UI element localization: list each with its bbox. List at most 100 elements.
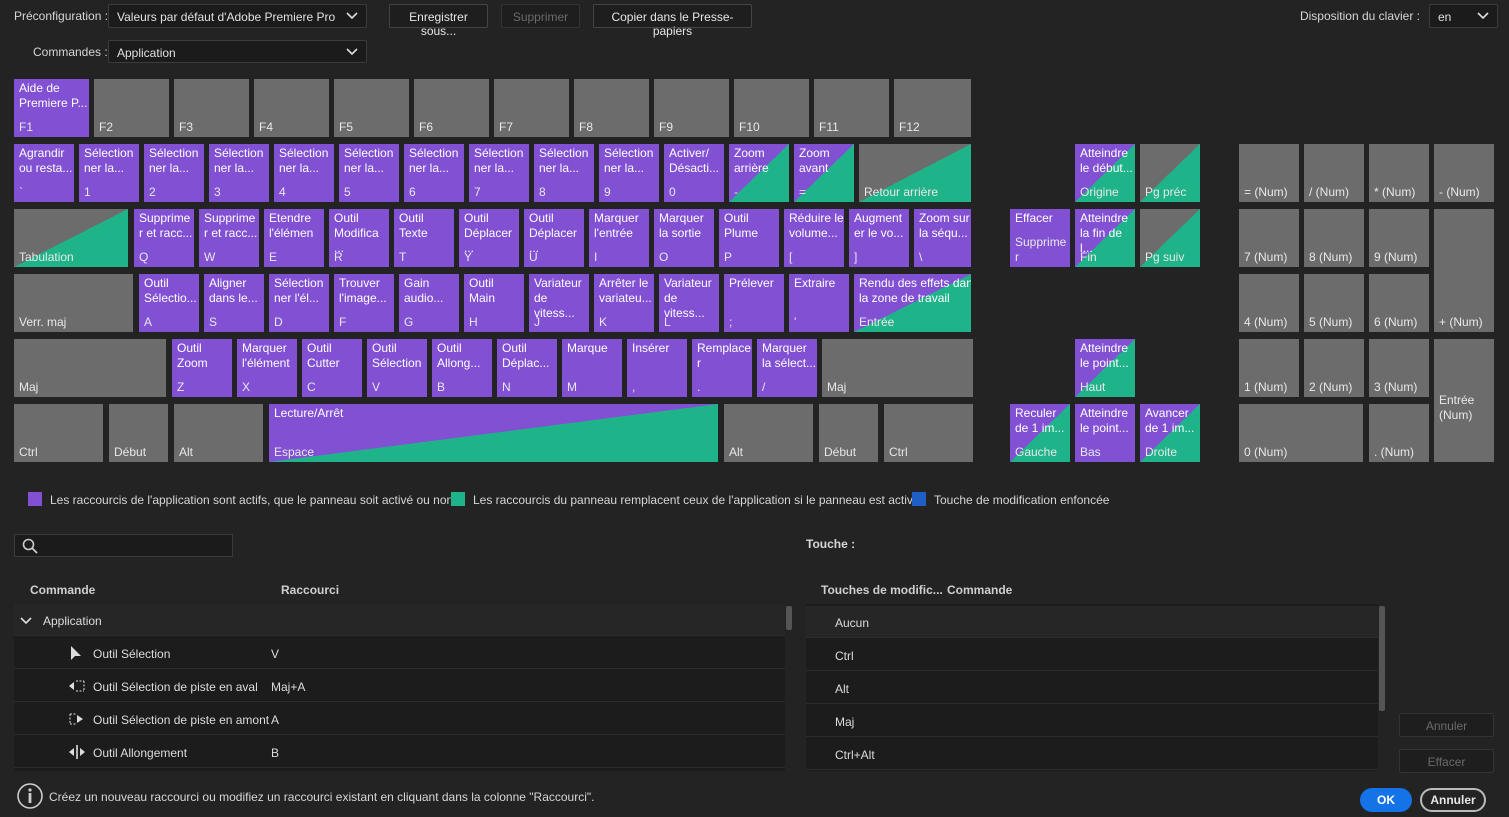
key[interactable]: Marque M (562, 339, 622, 397)
key[interactable]: 0 (Num) (1239, 404, 1363, 462)
key[interactable]: Gain audio... G (399, 274, 459, 332)
key[interactable]: Zoom sur la séqu... \ (914, 209, 971, 267)
key[interactable]: Lecture/Arrêt Espace (269, 404, 718, 462)
key[interactable]: - (Num) (1434, 144, 1494, 202)
key[interactable]: Augment er le vo...] (849, 209, 909, 267)
layout-dropdown[interactable]: en (1429, 4, 1498, 28)
key[interactable]: Ctrl (884, 404, 973, 462)
key[interactable]: Ctrl (14, 404, 103, 462)
key[interactable]: Atteindre la fin de l... Fin (1075, 209, 1135, 267)
key[interactable]: Variateur de vitess... J (529, 274, 589, 332)
key[interactable]: Sélection ner la... 3 (209, 144, 269, 202)
key[interactable]: F8 (574, 79, 649, 137)
key[interactable]: Atteindre le point... Haut (1075, 339, 1135, 397)
key[interactable]: Supprime r et racc... Q (134, 209, 194, 267)
key[interactable]: Sélection ner la... 8 (534, 144, 594, 202)
key[interactable]: Pg suiv (1140, 209, 1200, 267)
scrollbar[interactable] (786, 606, 792, 630)
search-box[interactable] (14, 534, 233, 557)
key[interactable]: Zoom avant = (794, 144, 854, 202)
key[interactable]: Sélection ner la... 4 (274, 144, 334, 202)
key[interactable]: = (Num) (1239, 144, 1299, 202)
modifier-row[interactable]: Alt (806, 672, 1378, 704)
key[interactable]: Sélection ner la... 1 (79, 144, 139, 202)
key[interactable]: 9 (Num) (1369, 209, 1429, 267)
key[interactable]: Sélection ner la... 2 (144, 144, 204, 202)
key[interactable]: Activer/ Désacti... 0 (664, 144, 724, 202)
key[interactable]: Outil Sélection V (367, 339, 427, 397)
key[interactable]: Outil Plume P (719, 209, 779, 267)
key[interactable]: F10 (734, 79, 809, 137)
key[interactable]: F7 (494, 79, 569, 137)
command-row[interactable]: Outil Sélection V (14, 637, 785, 669)
modifier-row[interactable]: Maj (806, 705, 1378, 737)
key[interactable]: 4 (Num) (1239, 274, 1299, 332)
scrollbar[interactable] (1379, 606, 1385, 711)
key[interactable]: Etendre l'élémen E (264, 209, 324, 267)
key[interactable]: F2 (94, 79, 169, 137)
key[interactable]: 8 (Num) (1304, 209, 1364, 267)
copy-button[interactable]: Copier dans le Presse-papiers (593, 4, 752, 38)
key[interactable]: * (Num) (1369, 144, 1429, 202)
preset-dropdown[interactable]: Valeurs par défaut d'Adobe Premiere Pro (108, 4, 367, 28)
key[interactable]: Prélever; (724, 274, 784, 332)
key[interactable]: + (Num) (1434, 209, 1494, 332)
key[interactable]: Verr. maj (14, 274, 133, 332)
key[interactable]: Alt (724, 404, 813, 462)
key[interactable]: Remplace r. (692, 339, 752, 397)
key[interactable]: Maj (14, 339, 166, 397)
key[interactable]: Atteindre le point... Bas (1075, 404, 1135, 462)
key[interactable]: Entrée (Num) (1434, 339, 1494, 462)
key[interactable]: F9 (654, 79, 729, 137)
key[interactable]: Sélection ner la... 6 (404, 144, 464, 202)
key[interactable]: Outil Cutter C (302, 339, 362, 397)
key[interactable]: F6 (414, 79, 489, 137)
key[interactable]: Reculer de 1 im... Gauche (1010, 404, 1070, 462)
group-row[interactable]: Application (14, 604, 785, 636)
key[interactable]: 6 (Num) (1369, 274, 1429, 332)
key[interactable]: Tabulation (14, 209, 128, 267)
key[interactable]: Outil Allong... B (432, 339, 492, 397)
key[interactable]: F12 (894, 79, 971, 137)
key[interactable]: 7 (Num) (1239, 209, 1299, 267)
key[interactable]: Sélection ner l'él... D (269, 274, 329, 332)
key[interactable]: Supprime r et racc... W (199, 209, 259, 267)
key[interactable]: 1 (Num) (1239, 339, 1299, 397)
key[interactable]: Aide de Premiere P... F1 (14, 79, 89, 137)
key[interactable]: Marquer la sélect... / (757, 339, 817, 397)
key[interactable]: F5 (334, 79, 409, 137)
key[interactable]: Avancer de 1 im... Droite (1140, 404, 1200, 462)
key[interactable]: Effacer Supprime r (1010, 209, 1070, 267)
key[interactable]: Outil Sélectio... A (139, 274, 199, 332)
key[interactable]: / (Num) (1304, 144, 1364, 202)
key[interactable]: Pg préc (1140, 144, 1200, 202)
cancel-button[interactable]: Annuler (1420, 788, 1486, 812)
key[interactable]: F4 (254, 79, 329, 137)
key[interactable]: Aligner dans le... S (204, 274, 264, 332)
key[interactable]: Variateur de vitess... L (659, 274, 719, 332)
key[interactable]: 5 (Num) (1304, 274, 1364, 332)
key[interactable]: Outil Déplac... N (497, 339, 557, 397)
key[interactable]: Agrandir ou resta... ` (14, 144, 74, 202)
key[interactable]: Sélection ner la... 7 (469, 144, 529, 202)
key[interactable]: Outil Zoom Z (172, 339, 232, 397)
key[interactable]: Extraire ' (789, 274, 849, 332)
key[interactable]: Début (819, 404, 878, 462)
key[interactable]: 3 (Num) (1369, 339, 1429, 397)
key[interactable]: . (Num) (1369, 404, 1429, 462)
key[interactable]: Sélection ner la... 5 (339, 144, 399, 202)
modifier-row[interactable]: Ctrl (806, 639, 1378, 671)
key[interactable]: Outil Main H (464, 274, 524, 332)
key[interactable]: Réduire le volume... [ (784, 209, 844, 267)
key[interactable]: Arrêter le variateu... K (594, 274, 654, 332)
command-row[interactable]: Outil Sélection de piste en aval Maj+A (14, 670, 785, 702)
modifier-row[interactable]: Aucun (806, 606, 1378, 638)
key[interactable]: Atteindre le début... Origine (1075, 144, 1135, 202)
key[interactable]: Rendu des effets dans la zone de travail… (854, 274, 971, 332)
key[interactable]: Trouver l'image... F (334, 274, 394, 332)
key[interactable]: Marquer l'élément X (237, 339, 297, 397)
save-as-button[interactable]: Enregistrer sous... (389, 4, 488, 38)
key[interactable]: Outil Déplacer ... Y (459, 209, 519, 267)
key[interactable]: Maj (822, 339, 973, 397)
key[interactable]: Zoom arrière - (729, 144, 789, 202)
